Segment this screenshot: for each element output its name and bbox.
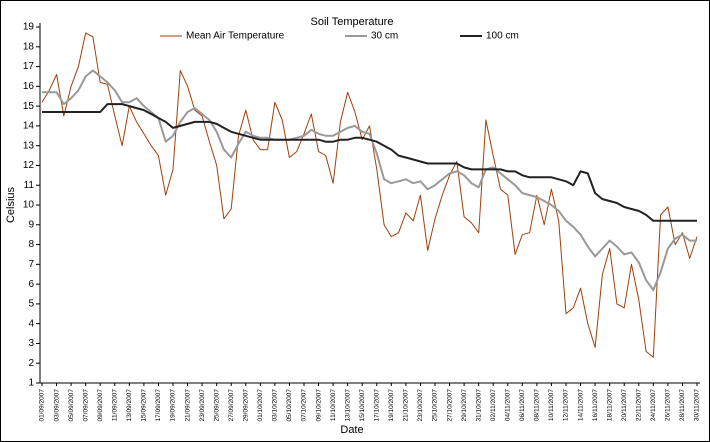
x-tick-label: 13/09/2007 (126, 389, 133, 422)
x-tick-label: 19/09/2007 (170, 389, 177, 422)
x-tick-label: 30/11/2007 (694, 389, 701, 421)
y-tick-label: 17 (23, 61, 35, 72)
x-tick-label: 26/11/2007 (665, 389, 672, 421)
x-tick-label: 03/10/2007 (272, 389, 279, 422)
x-tick-label: 22/11/2007 (635, 389, 642, 421)
x-tick-label: 02/11/2007 (490, 389, 497, 421)
x-tick-label: 12/11/2007 (563, 389, 570, 421)
x-tick-label: 21/10/2007 (403, 389, 410, 422)
x-tick-label: 28/11/2007 (679, 389, 686, 421)
x-tick-label: 07/09/2007 (82, 389, 89, 422)
x-tick-label: 18/11/2007 (606, 389, 613, 421)
x-axis-label: Date (340, 424, 363, 436)
y-tick-label: 7 (28, 259, 34, 270)
x-tick-label: 09/10/2007 (315, 389, 322, 422)
chart-title: Soil Temperature (311, 16, 394, 28)
y-tick-label: 4 (28, 318, 34, 329)
legend-label: 100 cm (486, 31, 519, 42)
x-tick-label: 17/10/2007 (373, 389, 380, 422)
x-tick-label: 05/10/2007 (286, 389, 293, 422)
x-tick-label: 15/09/2007 (141, 389, 148, 422)
x-tick-label: 09/09/2007 (97, 389, 104, 422)
x-tick-label: 23/09/2007 (199, 389, 206, 422)
x-tick-label: 15/10/2007 (359, 389, 366, 422)
x-tick-label: 11/09/2007 (111, 389, 118, 421)
x-tick-label: 21/09/2007 (184, 389, 191, 422)
y-tick-label: 1 (28, 378, 34, 389)
y-tick-label: 13 (23, 140, 35, 151)
x-tick-label: 10/11/2007 (548, 389, 555, 421)
x-tick-label: 20/11/2007 (621, 389, 628, 421)
x-tick-label: 03/09/2007 (53, 389, 60, 422)
y-axis-label: Celsius (5, 186, 17, 223)
y-tick-label: 15 (23, 101, 35, 112)
x-tick-label: 08/11/2007 (534, 389, 541, 421)
x-tick-label: 17/09/2007 (155, 389, 162, 422)
y-tick-label: 8 (28, 239, 34, 250)
x-tick-label: 27/09/2007 (228, 389, 235, 422)
x-tick-label: 06/11/2007 (519, 389, 526, 421)
x-tick-label: 29/10/2007 (461, 389, 468, 422)
y-tick-label: 9 (28, 219, 34, 230)
x-tick-label: 29/09/2007 (242, 389, 249, 422)
legend-label: Mean Air Temperature (186, 31, 285, 42)
series-line (42, 103, 697, 222)
x-tick-label: 23/10/2007 (417, 389, 424, 422)
x-tick-label: 01/09/2007 (39, 389, 46, 422)
x-tick-label: 31/10/2007 (475, 389, 482, 422)
y-tick-label: 2 (28, 358, 34, 369)
x-tick-label: 01/10/2007 (257, 389, 264, 422)
x-tick-label: 04/11/2007 (504, 389, 511, 421)
x-tick-label: 19/10/2007 (388, 389, 395, 422)
x-tick-label: 27/10/2007 (446, 389, 453, 422)
y-tick-label: 14 (23, 121, 35, 132)
y-tick-label: 10 (23, 200, 35, 211)
y-tick-label: 11 (24, 180, 35, 191)
series-line (42, 69, 697, 291)
series-line (41, 32, 698, 358)
y-tick-label: 18 (23, 41, 35, 52)
x-tick-label: 25/09/2007 (213, 389, 220, 422)
x-tick-label: 07/10/2007 (301, 389, 308, 422)
x-tick-label: 13/10/2007 (344, 389, 351, 422)
x-tick-label: 24/11/2007 (650, 389, 657, 421)
x-tick-label: 05/09/2007 (68, 389, 75, 422)
y-tick-label: 16 (23, 81, 35, 92)
y-tick-label: 19 (23, 22, 35, 33)
y-tick-label: 3 (28, 338, 34, 349)
y-tick-label: 12 (23, 160, 35, 171)
y-tick-label: 6 (28, 279, 34, 290)
y-tick-label: 5 (28, 299, 34, 310)
x-tick-label: 14/11/2007 (577, 389, 584, 421)
legend-label: 30 cm (371, 31, 398, 42)
x-tick-label: 11/10/2007 (330, 389, 337, 421)
x-tick-label: 16/11/2007 (592, 389, 599, 421)
x-tick-label: 25/10/2007 (432, 389, 439, 422)
